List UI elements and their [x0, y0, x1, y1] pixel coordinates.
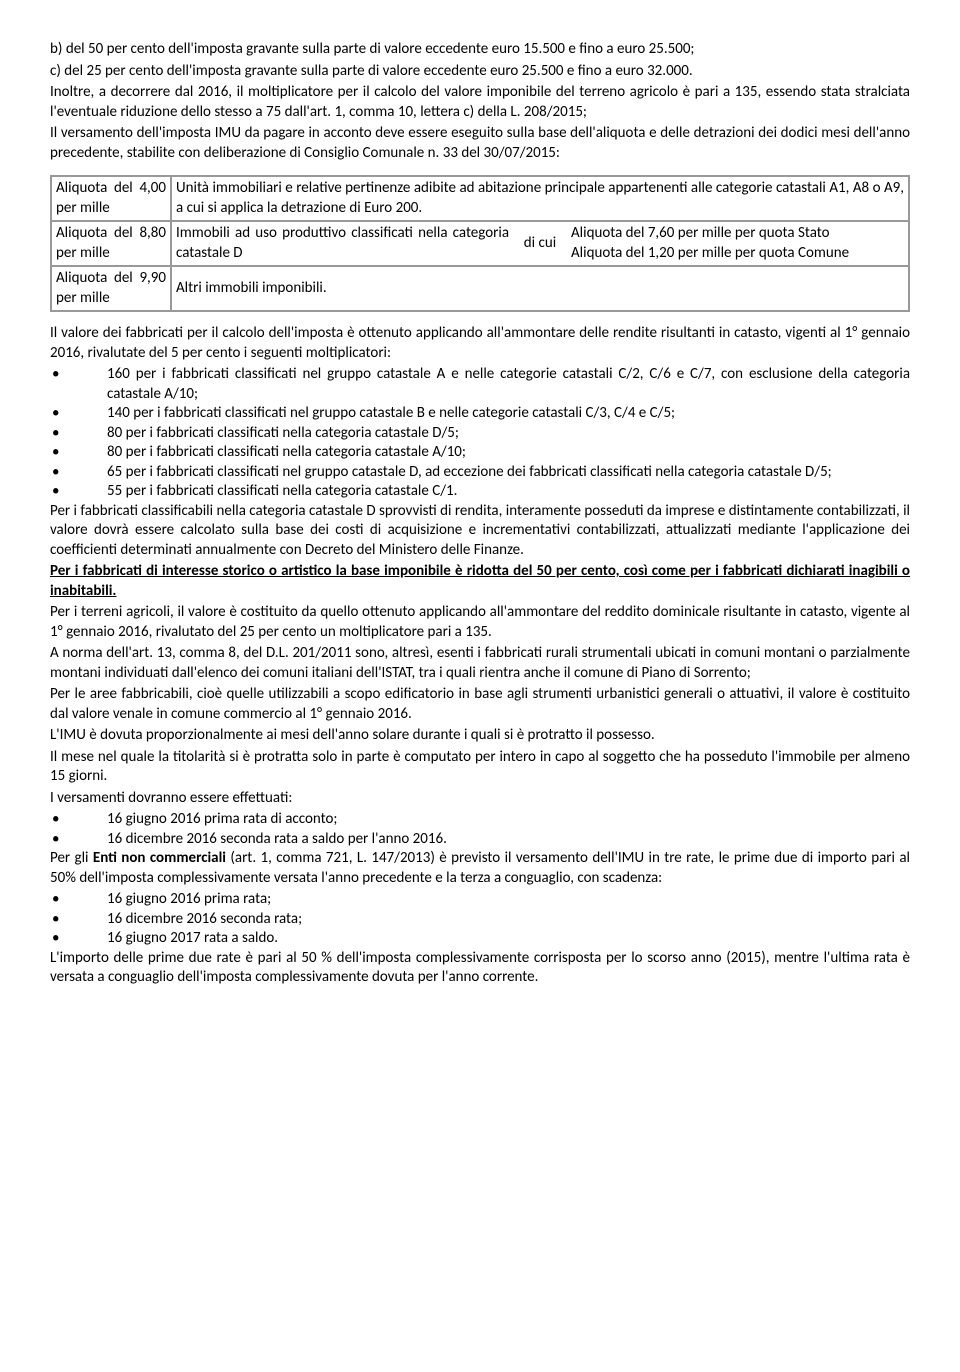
bullet-text: 16 giugno 2016 prima rata; [107, 890, 910, 910]
table-row: Aliquota del 9,90 per mille Altri immobi… [51, 266, 909, 311]
p12-b: Enti non commerciali [93, 849, 226, 867]
bullet-item: •160 per i fabbricati classificati nel g… [50, 365, 910, 404]
bullet-text: 160 per i fabbricati classificati nel gr… [107, 365, 910, 404]
body-p12: Per gli Enti non commerciali (art. 1, co… [50, 849, 910, 888]
body-p7: A norma dell'art. 13, comma 8, del D.L. … [50, 644, 910, 683]
aliquote-table: Aliquota del 4,00 per mille Unità immobi… [50, 175, 910, 312]
body-p4: Per i fabbricati classificabili nella ca… [50, 502, 910, 561]
bullet-text: 16 dicembre 2016 seconda rata a saldo pe… [107, 830, 910, 850]
bullet-item: •16 giugno 2016 prima rata di acconto; [50, 810, 910, 830]
intro-line-b: b) del 50 per cento dell'imposta gravant… [50, 40, 910, 60]
bullet-item: •16 dicembre 2016 seconda rata; [50, 910, 910, 930]
p12-a: Per gli [50, 849, 93, 867]
bullet-item: •80 per i fabbricati classificati nella … [50, 443, 910, 463]
body-p3: Il valore dei fabbricati per il calcolo … [50, 324, 910, 363]
bullet-item: •16 giugno 2017 rata a saldo. [50, 929, 910, 949]
bullet-item: •16 giugno 2016 prima rata; [50, 890, 910, 910]
body-p10: Il mese nel quale la titolarità si è pro… [50, 748, 910, 787]
table-row: Aliquota del 4,00 per mille Unità immobi… [51, 176, 909, 221]
cell-desc: Altri immobili imponibili. [171, 266, 909, 311]
bullet-text: 65 per i fabbricati classificati nel gru… [107, 463, 910, 483]
bullet-text: 16 dicembre 2016 seconda rata; [107, 910, 910, 930]
bullet-text: 16 giugno 2016 prima rata di acconto; [107, 810, 910, 830]
bullet-text: 16 giugno 2017 rata a saldo. [107, 929, 910, 949]
inner-desc: Immobili ad uso produttivo classificati … [176, 224, 515, 263]
body-p9: L'IMU è dovuta proporzionalmente ai mesi… [50, 726, 910, 746]
bullet-text: 80 per i fabbricati classificati nella c… [107, 424, 910, 444]
intro-p2: Il versamento dell'imposta IMU da pagare… [50, 124, 910, 163]
body-p6: Per i terreni agricoli, il valore è cost… [50, 603, 910, 642]
bullet-text: 140 per i fabbricati classificati nel gr… [107, 404, 910, 424]
cell-label: Aliquota del 4,00 per mille [51, 176, 171, 221]
bullet-item: •65 per i fabbricati classificati nel gr… [50, 463, 910, 483]
cell-desc: Immobili ad uso produttivo classificati … [171, 221, 909, 266]
quota-stato: Aliquota del 7,60 per mille per quota St… [571, 224, 904, 244]
intro-p1: Inoltre, a decorrere dal 2016, il moltip… [50, 83, 910, 122]
cell-desc: Unità immobiliari e relative pertinenze … [171, 176, 909, 221]
bullet-text: 55 per i fabbricati classificati nella c… [107, 482, 910, 502]
bullet-item: •16 dicembre 2016 seconda rata a saldo p… [50, 830, 910, 850]
bullet-item: •140 per i fabbricati classificati nel g… [50, 404, 910, 424]
bullet-item: •55 per i fabbricati classificati nella … [50, 482, 910, 502]
body-p8: Per le aree fabbricabili, cioè quelle ut… [50, 685, 910, 724]
body-p5: Per i fabbricati di interesse storico o … [50, 562, 910, 601]
intro-line-c: c) del 25 per cento dell'imposta gravant… [50, 62, 910, 82]
body-p13: L'importo delle prime due rate è pari al… [50, 949, 910, 988]
inner-dicui: di cui [515, 234, 565, 254]
bullet-text: 80 per i fabbricati classificati nella c… [107, 443, 910, 463]
cell-label: Aliquota del 8,80 per mille [51, 221, 171, 266]
body-p11: I versamenti dovranno essere effettuati: [50, 789, 910, 809]
table-row: Aliquota del 8,80 per mille Immobili ad … [51, 221, 909, 266]
cell-label: Aliquota del 9,90 per mille [51, 266, 171, 311]
inner-quote: Aliquota del 7,60 per mille per quota St… [565, 224, 904, 263]
bullet-item: •80 per i fabbricati classificati nella … [50, 424, 910, 444]
quota-comune: Aliquota del 1,20 per mille per quota Co… [571, 244, 904, 264]
